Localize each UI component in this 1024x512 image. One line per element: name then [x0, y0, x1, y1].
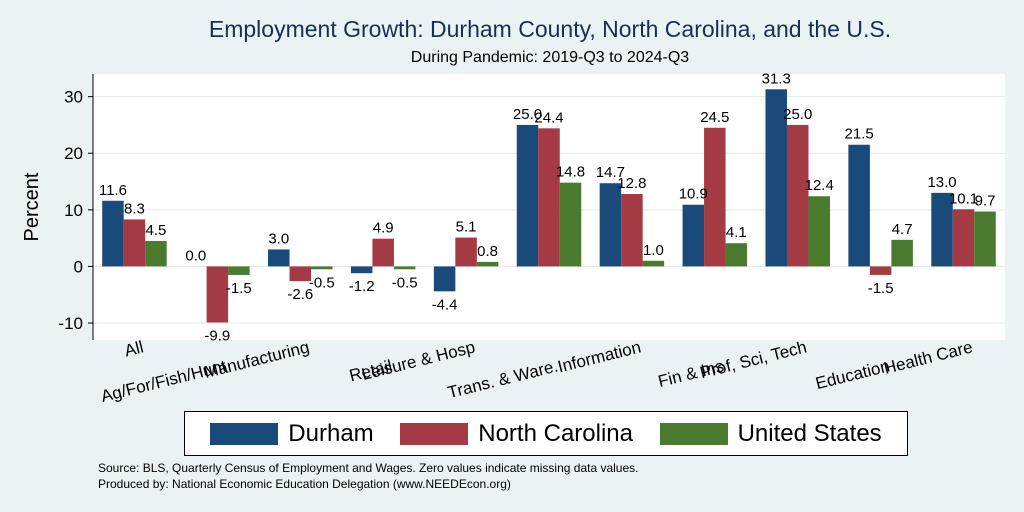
bar-retail-durham [350, 266, 373, 274]
legend-entry-durham: Durham [210, 419, 374, 448]
bar-all-durham [102, 200, 124, 267]
data-label-ag-for-fish-hunt-united-states: -1.5 [226, 280, 252, 297]
legend: Durham North Carolina United States [184, 411, 908, 456]
data-label-manufacturing-united-states: -0.5 [309, 274, 335, 291]
bar-trans-ware-durham [516, 124, 539, 267]
bar-education-durham [848, 144, 870, 267]
chart-title: Employment Growth: Durham County, North … [208, 16, 892, 42]
bar-trans-ware-north-carolina [538, 128, 560, 267]
bar-education-united-states [891, 239, 913, 267]
data-label-all-north-carolina: 8.3 [124, 200, 145, 217]
data-label-retail-north-carolina: 4.9 [373, 220, 394, 237]
bar-education-north-carolina [869, 266, 892, 275]
data-label-ag-for-fish-hunt-durham: 0.0 [185, 247, 206, 264]
data-label-retail-durham: -1.2 [349, 278, 375, 295]
data-label-prof-sci-tech-north-carolina: 25.0 [783, 106, 812, 123]
bar-fin-ins-north-carolina [704, 127, 726, 267]
bar-trans-ware-united-states [559, 182, 582, 267]
legend-label-north-carolina: North Carolina [478, 419, 633, 447]
data-label-health-care-durham: 13.0 [927, 174, 956, 191]
data-label-health-care-north-carolina: 10.1 [949, 190, 978, 207]
data-label-education-durham: 21.5 [845, 126, 874, 143]
data-label-all-durham: 11.6 [99, 182, 127, 199]
data-label-trans-ware-durham: 25.0 [513, 106, 542, 123]
x-tick-label-information: Information [556, 337, 643, 376]
bar-prof-sci-tech-durham [765, 89, 787, 267]
source-note: Source: BLS, Quarterly Census of Employm… [98, 461, 639, 475]
y-tick-label: 10 [64, 201, 83, 220]
bar-manufacturing-durham [268, 249, 290, 267]
data-label-information-north-carolina: 12.8 [617, 175, 646, 192]
bar-prof-sci-tech-united-states [808, 196, 830, 267]
bar-ag-for-fish-hunt-united-states [228, 266, 250, 275]
data-label-leisure-hosp-united-states: 0.8 [477, 243, 498, 260]
bar-retail-united-states [393, 266, 416, 270]
x-tick-label-leisure-hosp: Leisure & Hosp [360, 337, 477, 384]
x-tick-label-health-care: Health Care [882, 337, 975, 377]
data-label-all-united-states: 4.5 [146, 222, 167, 239]
x-tick-label-prof-sci-tech: Prof, Sci, Tech [698, 337, 809, 382]
data-label-prof-sci-tech-united-states: 12.4 [805, 177, 834, 194]
bar-fin-ins-united-states [725, 243, 748, 267]
data-label-prof-sci-tech-durham: 31.3 [762, 70, 791, 87]
legend-label-durham: Durham [288, 419, 374, 447]
footer: Source: BLS, Quarterly Census of Employm… [98, 460, 638, 492]
data-label-information-united-states: 1.0 [643, 242, 664, 259]
y-tick-label: -10 [58, 314, 83, 333]
bar-manufacturing-north-carolina [289, 266, 312, 282]
bar-health-care-north-carolina [952, 209, 975, 267]
data-label-education-united-states: 4.7 [892, 221, 913, 238]
x-tick-label-all: All [122, 337, 145, 360]
data-label-trans-ware-north-carolina: 24.4 [534, 109, 563, 126]
x-tick-label-trans-ware: Trans. & Ware. [446, 356, 560, 402]
legend-swatch-durham [210, 422, 279, 445]
y-axis-label: Percent [21, 172, 43, 241]
data-label-health-care-united-states: 9.7 [975, 193, 996, 210]
producer-note: Produced by: National Economic Education… [98, 477, 511, 491]
legend-swatch-united-states [659, 422, 728, 445]
data-label-manufacturing-north-carolina: -2.6 [287, 286, 313, 303]
data-label-fin-ins-durham: 10.9 [679, 186, 708, 203]
chart-subtitle: During Pandemic: 2019-Q3 to 2024-Q3 [410, 49, 690, 66]
bar-leisure-hosp-united-states [476, 261, 499, 267]
bar-retail-north-carolina [372, 238, 394, 267]
data-label-education-north-carolina: -1.5 [868, 280, 894, 297]
bar-manufacturing-united-states [311, 266, 333, 270]
bar-all-north-carolina [123, 219, 146, 267]
bar-all-united-states [145, 240, 167, 267]
data-label-leisure-hosp-north-carolina: 5.1 [456, 219, 477, 236]
bar-information-united-states [642, 260, 665, 267]
y-tick-label: 30 [64, 88, 83, 107]
data-label-ag-for-fish-hunt-north-carolina: -9.9 [204, 327, 230, 344]
x-tick-label-education: Education [814, 356, 892, 393]
data-label-retail-united-states: -0.5 [392, 274, 418, 291]
data-label-trans-ware-united-states: 14.8 [556, 164, 585, 181]
y-tick-label: 0 [74, 257, 83, 276]
data-label-fin-ins-united-states: 4.1 [726, 224, 747, 241]
legend-entry-north-carolina: North Carolina [400, 420, 633, 448]
bar-health-care-united-states [974, 211, 996, 267]
bar-information-north-carolina [621, 193, 643, 267]
bar-fin-ins-durham [682, 204, 705, 267]
bar-leisure-hosp-durham [433, 266, 456, 292]
bar-health-care-durham [931, 192, 953, 267]
bar-prof-sci-tech-north-carolina [786, 124, 809, 267]
data-label-manufacturing-durham: 3.0 [268, 230, 289, 247]
legend-label-united-states: United States [737, 419, 882, 447]
data-label-leisure-hosp-durham: -4.4 [432, 296, 458, 313]
data-label-fin-ins-north-carolina: 24.5 [700, 109, 729, 126]
data-label-information-durham: 14.7 [596, 164, 625, 181]
bar-information-durham [599, 183, 622, 267]
bar-ag-for-fish-hunt-north-carolina [206, 266, 229, 323]
bar-leisure-hosp-north-carolina [455, 237, 477, 267]
legend-swatch-north-carolina [400, 422, 469, 445]
y-tick-label: 20 [64, 144, 83, 163]
legend-entry-united-states: United States [659, 419, 882, 448]
